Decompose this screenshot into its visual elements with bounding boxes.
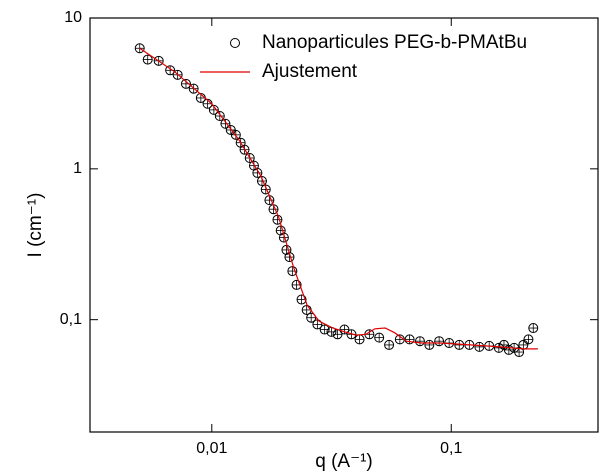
data-point: [493, 342, 504, 353]
data-point: [523, 334, 534, 345]
data-point: [281, 244, 292, 255]
data-point: [220, 118, 231, 129]
y-tick-label: 1: [73, 160, 82, 177]
data-point: [214, 111, 225, 122]
data-point: [142, 54, 153, 65]
legend-marker: [230, 38, 240, 48]
y-tick-label: 0,1: [60, 311, 82, 328]
data-point: [339, 324, 350, 335]
plot-frame: [89, 17, 599, 433]
data-point: [474, 341, 485, 352]
data-point: [528, 323, 539, 334]
x-tick-label: 0,1: [440, 440, 462, 457]
x-tick-label: 0,01: [196, 440, 227, 457]
data-point: [384, 339, 395, 350]
data-point: [404, 334, 415, 345]
data-point: [503, 344, 514, 355]
data-point: [312, 319, 323, 330]
y-axis-label: I (cm⁻¹): [25, 193, 46, 258]
data-point: [414, 336, 425, 347]
legend-label: Nanoparticules PEG-b-PMAtBu: [262, 32, 527, 53]
data-point: [374, 332, 385, 343]
data-point: [424, 339, 435, 350]
data-point: [434, 336, 445, 347]
y-tick-label: 10: [64, 9, 82, 26]
x-axis-label: q (A⁻¹): [315, 451, 373, 472]
fit-line: [139, 47, 538, 350]
data-point: [354, 334, 365, 345]
legend-label: Ajustement: [262, 61, 358, 82]
data-point: [134, 43, 145, 54]
data-point: [306, 312, 317, 323]
